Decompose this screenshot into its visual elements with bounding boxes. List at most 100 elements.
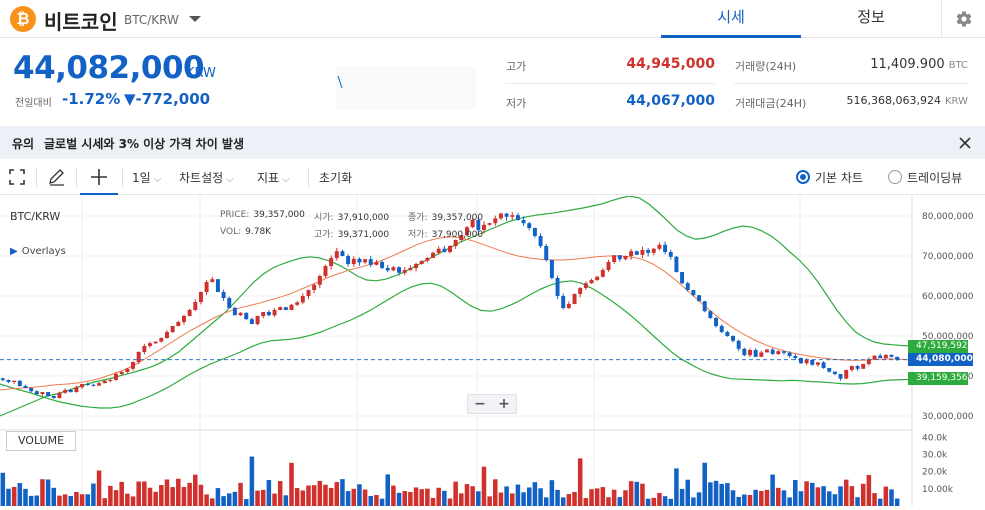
tradingview-radio[interactable] — [888, 170, 902, 184]
volume-bar — [68, 495, 74, 506]
volume-bar — [798, 491, 804, 506]
chart-canvas[interactable]: 80,000,000 70,000,000 60,000,000 50,000,000… — [0, 196, 985, 510]
candle-body — [215, 279, 220, 292]
volume-bar — [226, 493, 232, 506]
interval-select[interactable]: 1일 ⌵ — [132, 171, 162, 185]
volume-bar — [889, 489, 894, 506]
volume-24h-value: 11,409.900 BTC — [870, 57, 968, 72]
volume-bar — [6, 488, 11, 506]
indicators-menu[interactable]: 지표 ⌵ — [257, 171, 290, 185]
volume-bar — [594, 488, 600, 506]
tab-price[interactable]: 시세 — [661, 0, 801, 38]
candle-body — [510, 215, 515, 217]
volume-bar — [877, 498, 883, 506]
candle-body — [0, 378, 5, 380]
candle-body — [51, 396, 56, 398]
candle-body — [448, 246, 452, 252]
candle-body — [391, 267, 396, 271]
candle-body — [238, 312, 243, 316]
volume-bar — [600, 487, 606, 506]
volume-bar — [153, 491, 158, 506]
volume-bar — [623, 490, 628, 506]
moving-average-line — [0, 236, 913, 391]
overlays-toggle[interactable]: ▶ Overlays — [10, 246, 66, 257]
candle-body — [685, 283, 690, 290]
volume-bar — [45, 479, 51, 506]
candle-body — [668, 252, 673, 257]
candle-body — [278, 307, 283, 310]
volume-bar — [345, 491, 351, 506]
candle-body — [204, 282, 209, 292]
volume-bar — [419, 489, 424, 506]
candle-body — [357, 258, 362, 263]
candle-body — [798, 358, 803, 364]
candle-body — [697, 295, 702, 302]
tradingview-label[interactable]: 트레이딩뷰 — [907, 171, 963, 185]
ohlc-open: 시가: 37,910,000 — [314, 213, 390, 223]
volume-bar — [543, 497, 549, 506]
volume-bar — [453, 481, 458, 506]
volume-bar — [430, 497, 436, 506]
gear-icon[interactable] — [941, 0, 985, 38]
fullscreen-icon[interactable] — [6, 166, 28, 188]
zoom-in-button[interactable]: + — [498, 396, 510, 412]
candle-body — [459, 235, 464, 240]
basic-chart-label[interactable]: 기본 차트 — [815, 171, 863, 185]
volume-bar — [872, 493, 877, 506]
volume-bar — [628, 481, 634, 506]
candle-body — [334, 251, 339, 258]
volume-bar — [334, 482, 340, 506]
candle-body — [663, 244, 668, 252]
current-price-tag: 44,080,000 — [908, 353, 973, 366]
candle-body — [498, 213, 503, 219]
candle-body — [646, 250, 651, 253]
candle-body — [555, 278, 560, 296]
candle-body — [23, 386, 28, 388]
tab-info[interactable]: 정보 — [857, 8, 885, 26]
volume-tick-label: 30.0k — [922, 451, 948, 461]
candle-body — [34, 391, 39, 394]
candle-body — [793, 356, 798, 358]
volume-bar — [498, 492, 504, 506]
pencil-icon[interactable] — [46, 166, 68, 188]
crosshair-icon[interactable] — [88, 166, 110, 188]
volume-bar — [572, 491, 577, 506]
candle-body — [80, 384, 85, 388]
volume-bar — [657, 492, 662, 506]
volume-bar — [62, 494, 68, 506]
volume-bar — [17, 483, 23, 506]
volume-bar — [102, 498, 107, 506]
zoom-out-button[interactable]: − — [474, 396, 486, 412]
price-chart[interactable]: 80,000,000 70,000,000 60,000,000 50,000,000… — [0, 196, 985, 510]
volume-bar — [340, 479, 345, 506]
volume-bar — [481, 466, 487, 506]
chart-pair-label: BTC/KRW — [10, 210, 61, 223]
candle-body — [566, 304, 571, 308]
chart-settings-menu[interactable]: 차트설정 ⌵ — [179, 171, 234, 185]
candle-body — [17, 380, 22, 386]
candle-body — [306, 290, 311, 296]
volume-bar — [272, 493, 277, 506]
volume-bar — [759, 490, 764, 506]
volume-bar — [838, 486, 843, 506]
close-icon[interactable] — [955, 133, 975, 153]
chevron-down-icon[interactable] — [186, 10, 204, 28]
candle-body — [368, 259, 373, 265]
candle-body — [380, 262, 385, 268]
candle-body — [266, 312, 271, 316]
candle-body — [606, 262, 611, 270]
candle-body — [74, 387, 79, 392]
candle-body — [476, 220, 481, 230]
volume-bar — [668, 498, 674, 506]
candle-body — [346, 256, 351, 264]
candle-body — [504, 213, 509, 217]
reset-button[interactable]: 초기화 — [319, 171, 353, 185]
candle-body — [272, 310, 277, 316]
basic-chart-radio[interactable] — [796, 170, 810, 184]
volume-bar — [198, 484, 204, 506]
volume-bar — [894, 498, 900, 506]
volume-bar — [260, 489, 266, 506]
candle-body — [815, 362, 820, 365]
mini-chart — [336, 66, 476, 110]
candle-body — [600, 270, 605, 277]
